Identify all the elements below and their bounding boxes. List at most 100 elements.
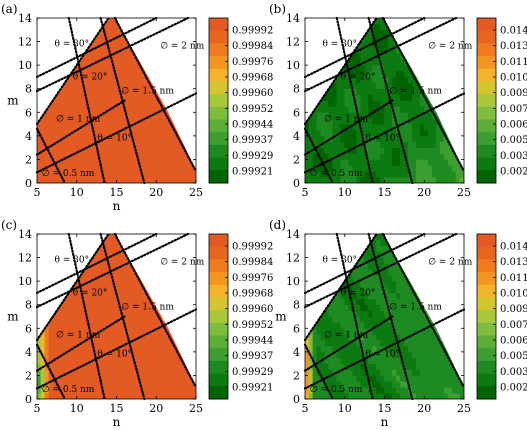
heatmap-cell (312, 111, 318, 119)
heatmap-cell (443, 245, 449, 252)
heatmap-cell (376, 100, 381, 107)
heatmap-cell (368, 165, 373, 172)
heatmap-cell (187, 111, 193, 119)
heatmap-cell (80, 111, 85, 119)
heatmap-cell (92, 239, 97, 247)
heatmap-cell (400, 111, 405, 119)
heatmap-cell (128, 375, 133, 382)
heatmap-cell (419, 363, 425, 370)
heatmap-cell (419, 274, 425, 282)
heatmap-cell (104, 298, 109, 306)
heatmap-cell (447, 29, 453, 36)
heatmap-cell (96, 322, 101, 329)
heatmap-cell (332, 88, 338, 95)
heatmap-cell (308, 35, 314, 42)
heatmap-cell (431, 339, 437, 347)
heatmap-cell (104, 100, 109, 107)
annotation-d1: ∅ = 1 nm (56, 331, 100, 341)
heatmap-cell (167, 176, 173, 183)
iso-lines (303, 16, 466, 185)
heatmap-cell (380, 363, 385, 370)
heatmap-cell (155, 170, 161, 178)
heatmap-cell (412, 339, 417, 347)
heatmap-cell (100, 322, 105, 329)
heatmap-cell (348, 76, 353, 84)
heatmap-cell (100, 76, 105, 84)
heatmap-cell (191, 386, 196, 394)
heatmap-cell (171, 64, 177, 72)
heatmap-cell (144, 292, 149, 300)
heatmap-cell (423, 269, 429, 276)
heatmap-cell (104, 170, 109, 178)
heatmap-cell (80, 141, 85, 148)
heatmap-cell (44, 41, 50, 48)
heatmap-cell (356, 53, 361, 60)
heatmap-cell (112, 369, 117, 376)
heatmap-cell (443, 304, 449, 311)
heatmap-cell (120, 351, 125, 359)
heatmap-cell (352, 357, 357, 364)
heatmap-cell (108, 18, 113, 25)
heatmap-cell (112, 292, 117, 300)
heatmap-cell (144, 41, 149, 48)
heatmap-cell (76, 339, 82, 347)
heatmap-cell (439, 269, 445, 276)
heatmap-cell (344, 245, 350, 252)
heatmap-cell (132, 269, 137, 276)
heatmap-cell (348, 304, 353, 311)
heatmap-cell (175, 298, 181, 306)
heatmap-cell (356, 351, 361, 359)
heatmap-cell (459, 392, 464, 399)
heatmap-cell (187, 316, 193, 323)
heatmap-cell (84, 234, 89, 241)
heatmap-cell (380, 339, 385, 347)
heatmap-cell (167, 58, 173, 66)
heatmap-cell (396, 263, 401, 270)
heatmap-cell (187, 123, 193, 131)
heatmap-cell (451, 70, 457, 78)
colorbar-segment (477, 386, 496, 400)
heatmap-cell (52, 239, 58, 247)
heatmap-cell (56, 345, 62, 353)
x-tick-label: 20 (149, 402, 163, 415)
heatmap-cell (388, 292, 393, 300)
heatmap-cell (316, 47, 322, 54)
heatmap-cell (179, 239, 185, 247)
heatmap-cell (419, 239, 425, 247)
heatmap-cell (372, 147, 377, 154)
heatmap-cell (328, 357, 334, 364)
heatmap-cell (364, 141, 369, 148)
heatmap-cell (320, 381, 326, 388)
heatmap-cell (439, 274, 445, 282)
heatmap-cell (384, 392, 389, 399)
heatmap-cell (443, 269, 449, 276)
x-tick-label: 20 (417, 402, 431, 415)
heatmap-cell (128, 47, 133, 54)
heatmap-cell (148, 106, 153, 113)
heatmap-cell (179, 280, 185, 288)
heatmap-cell (56, 29, 62, 36)
heatmap-cell (380, 345, 385, 353)
heatmap-cell (376, 18, 381, 25)
heatmap-cell (348, 176, 353, 183)
heatmap-cell (92, 375, 97, 382)
heatmap-cell (408, 100, 413, 107)
heatmap-cell (388, 286, 393, 294)
heatmap-cell (76, 176, 82, 183)
heatmap-cell (408, 269, 413, 276)
heatmap-cell (368, 58, 373, 66)
heatmap-cell (455, 239, 461, 247)
heatmap-cell (148, 375, 153, 382)
heatmap-cell (112, 263, 117, 270)
heatmap-cell (308, 129, 314, 137)
heatmap-cell (179, 269, 185, 276)
heatmap-cell (447, 58, 453, 66)
heatmap-cell (171, 29, 177, 36)
heatmap-cell (167, 381, 173, 388)
heatmap-cell (140, 363, 145, 370)
heatmap-cell (175, 76, 181, 84)
colorbar-tick-label: 0.0116 (500, 273, 527, 284)
heatmap-cell (132, 135, 137, 143)
